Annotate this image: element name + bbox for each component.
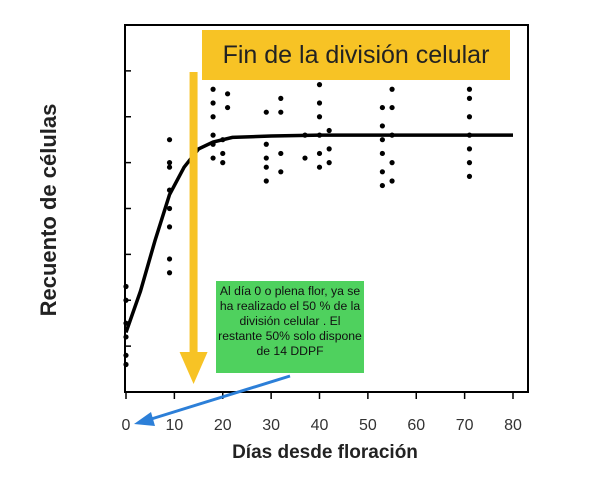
data-point — [278, 169, 284, 175]
y-axis-title: Recuento de células — [36, 104, 61, 317]
data-point — [326, 160, 332, 166]
data-point — [166, 224, 173, 230]
data-point — [466, 146, 473, 152]
data-point — [123, 334, 129, 340]
x-axis-title: Días desde floración — [232, 442, 418, 463]
data-point — [123, 297, 129, 303]
data-point — [389, 104, 395, 111]
x-tick-label: 10 — [165, 417, 183, 434]
data-point — [389, 178, 395, 184]
data-point — [220, 160, 226, 166]
x-tick-label: 40 — [311, 417, 329, 434]
data-point — [278, 95, 284, 101]
data-point — [466, 160, 473, 166]
data-point — [210, 114, 216, 120]
data-point — [278, 109, 284, 115]
data-point — [166, 205, 173, 212]
data-point — [278, 150, 284, 157]
data-point — [316, 100, 323, 106]
x-tick-label: 30 — [262, 417, 280, 434]
data-point — [123, 352, 129, 358]
data-point — [224, 91, 231, 97]
data-point — [210, 132, 216, 138]
x-tick-label: 70 — [456, 417, 474, 434]
data-point — [379, 169, 385, 175]
data-point — [166, 256, 173, 262]
data-point — [166, 164, 173, 170]
data-point — [316, 82, 323, 88]
yellow-arrow-head — [179, 352, 208, 384]
data-point — [316, 150, 323, 157]
data-point — [210, 86, 216, 92]
data-point — [220, 150, 226, 157]
data-point — [263, 164, 269, 170]
data-point — [379, 150, 385, 157]
data-point — [466, 86, 473, 92]
x-tick-label: 20 — [214, 417, 232, 434]
data-point — [210, 100, 216, 106]
x-tick-label: 60 — [407, 417, 425, 434]
data-point — [316, 164, 323, 170]
yellow-arrow-shaft — [189, 72, 198, 354]
blue-arrow-line — [147, 374, 291, 422]
data-point — [379, 182, 385, 189]
data-point — [466, 95, 473, 101]
data-point — [210, 155, 216, 161]
x-axis: 0 10 20 30 40 50 60 70 80 — [122, 392, 522, 434]
data-point — [466, 173, 473, 179]
data-point — [316, 114, 323, 120]
data-point — [326, 127, 332, 134]
data-point — [263, 141, 269, 147]
data-point — [166, 160, 173, 166]
data-point — [123, 361, 129, 368]
yellow-arrow — [179, 72, 208, 384]
data-point — [166, 270, 173, 276]
data-point — [263, 178, 269, 184]
data-point — [379, 123, 385, 129]
x-tick-label: 80 — [504, 417, 522, 434]
data-point — [302, 155, 308, 161]
data-point — [326, 146, 332, 152]
data-point — [379, 104, 385, 111]
blue-arrow — [134, 374, 291, 426]
x-tick-label: 50 — [359, 417, 377, 434]
chart-title: Fin de la división celular — [202, 30, 510, 80]
x-tick-label: 0 — [122, 417, 131, 434]
data-point — [263, 109, 269, 115]
annotation-box: Al día 0 o plena flor, ya se ha realizad… — [216, 281, 364, 373]
data-point — [263, 155, 269, 161]
blue-arrow-head — [134, 412, 155, 426]
data-point — [379, 137, 385, 143]
data-point — [123, 283, 129, 290]
fit-curve — [124, 133, 513, 333]
data-point — [166, 137, 173, 143]
data-point — [389, 86, 395, 92]
data-point — [466, 114, 473, 120]
data-point — [389, 160, 395, 166]
data-point — [224, 104, 231, 111]
y-axis-label: Recuento de células — [36, 104, 61, 317]
